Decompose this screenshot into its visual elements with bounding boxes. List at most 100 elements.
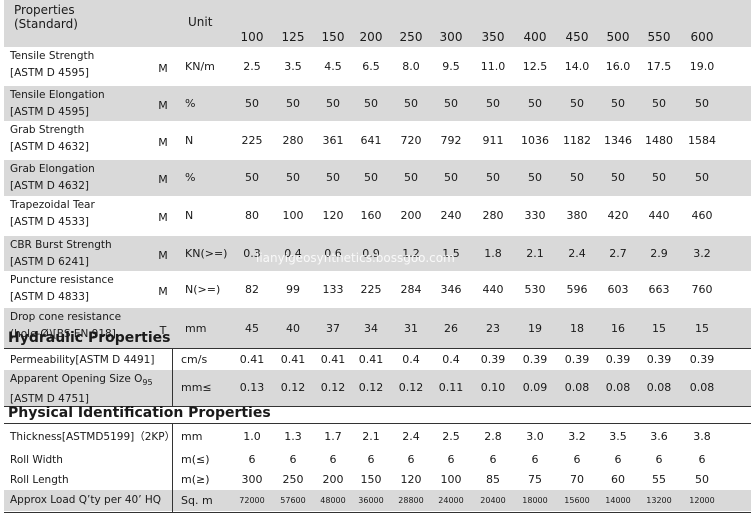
- value-cell: 26: [444, 322, 458, 335]
- value-cell: 1.2: [402, 247, 420, 260]
- unit-header: Unit: [188, 15, 213, 29]
- value-cell: 440: [648, 209, 670, 222]
- value-cell: 50: [245, 171, 259, 184]
- property-name: Apparent Opening Size O95 [ASTM D 4751]: [10, 373, 153, 406]
- value-cell: 3.2: [568, 430, 586, 443]
- value-cell: 50: [528, 171, 542, 184]
- grade-header: 400: [523, 30, 547, 44]
- table-row: Tensile Elongation [ASTM D 4595] M % 50 5…: [4, 86, 751, 121]
- properties-header: Properties (Standard): [14, 3, 78, 31]
- value-cell: 8.0: [402, 60, 420, 73]
- value-cell: 663: [648, 283, 670, 296]
- value-cell: 17.5: [646, 60, 672, 73]
- value-cell: 3.6: [650, 430, 668, 443]
- value-cell: 2.4: [568, 247, 586, 260]
- value-cell: 50: [286, 171, 300, 184]
- value-cell: 596: [566, 283, 588, 296]
- value-cell: 0.4: [442, 353, 460, 366]
- value-cell: 31: [404, 322, 418, 335]
- value-cell: 280: [482, 209, 504, 222]
- table-row: Apparent Opening Size O95 [ASTM D 4751] m…: [4, 370, 751, 406]
- value-cell: 50: [570, 97, 584, 110]
- unit-cell: KN(>=): [185, 247, 228, 260]
- value-cell: 0.41: [320, 353, 346, 366]
- test-code: M: [158, 249, 168, 262]
- value-cell: 150: [360, 473, 382, 486]
- value-cell: 6: [407, 453, 415, 466]
- property-name: Approx Load Q’ty per 40’ HQ: [10, 494, 162, 506]
- property-name: Trapezoidal Tear [ASTM D 4533]: [10, 199, 95, 228]
- unit-cell: N: [185, 134, 194, 147]
- value-cell: 0.4: [284, 247, 302, 260]
- test-code: M: [158, 211, 168, 224]
- grade-header: 300: [439, 30, 463, 44]
- value-cell: 37: [326, 322, 340, 335]
- unit-cell: m(≤): [181, 453, 210, 466]
- value-cell: 28800: [398, 496, 424, 505]
- value-cell: 50: [652, 171, 666, 184]
- value-cell: 50: [364, 97, 378, 110]
- hydraulic-title: Hydraulic Properties: [8, 330, 171, 346]
- value-cell: 50: [444, 97, 458, 110]
- value-cell: 50: [326, 171, 340, 184]
- value-cell: 361: [322, 134, 344, 147]
- unit-cell: m(≥): [181, 473, 210, 486]
- property-name: Drop cone resistance (hole-Ø)[BS EN 918]: [10, 311, 122, 340]
- value-cell: 2.5: [442, 430, 460, 443]
- value-cell: 120: [400, 473, 422, 486]
- table-row: Roll Length m(≥) 300 250 200 150 120 100 85 75 7…: [4, 470, 751, 490]
- value-cell: 284: [400, 283, 422, 296]
- property-name: Puncture resistance [ASTM D 4833]: [10, 274, 114, 303]
- grade-header: 600: [690, 30, 714, 44]
- value-cell: 48000: [320, 496, 346, 505]
- value-cell: 3.5: [284, 60, 302, 73]
- value-cell: 82: [245, 283, 259, 296]
- value-cell: 1584: [688, 134, 716, 147]
- value-cell: 2.9: [650, 247, 668, 260]
- value-cell: 70: [570, 473, 584, 486]
- value-cell: 24000: [438, 496, 464, 505]
- value-cell: 50: [404, 97, 418, 110]
- value-cell: 2.4: [402, 430, 420, 443]
- value-cell: 99: [286, 283, 300, 296]
- value-cell: 280: [282, 134, 304, 147]
- value-cell: 6: [447, 453, 455, 466]
- value-cell: 160: [360, 209, 382, 222]
- table-row: Trapezoidal Tear [ASTM D 4533] M N 80 100…: [4, 196, 751, 236]
- value-cell: 0.41: [280, 353, 306, 366]
- value-cell: 55: [652, 473, 666, 486]
- value-cell: 6: [698, 453, 706, 466]
- value-cell: 50: [695, 171, 709, 184]
- table-row: Tensile Strength [ASTM D 4595] M KN/m 2.…: [4, 47, 751, 86]
- value-cell: 225: [241, 134, 263, 147]
- value-cell: 36000: [358, 496, 384, 505]
- value-cell: 50: [245, 97, 259, 110]
- value-cell: 792: [440, 134, 462, 147]
- value-cell: 100: [282, 209, 304, 222]
- table-row: Roll Width m(≤) 6 6 6 6 6 6 6 6 6 6 6 6: [4, 450, 751, 470]
- value-cell: 1.5: [442, 247, 460, 260]
- value-cell: 50: [570, 171, 584, 184]
- value-cell: 120: [322, 209, 344, 222]
- table-row: Approx Load Q’ty per 40’ HQ Sq. m 72000 5…: [4, 490, 751, 511]
- value-cell: 2.7: [609, 247, 627, 260]
- value-cell: 0.41: [239, 353, 265, 366]
- value-cell: 6: [329, 453, 337, 466]
- value-cell: 50: [528, 97, 542, 110]
- grade-header: 350: [481, 30, 505, 44]
- value-cell: 16.0: [605, 60, 631, 73]
- value-cell: 50: [326, 97, 340, 110]
- value-cell: 0.12: [398, 381, 424, 394]
- property-name: Tensile Elongation [ASTM D 4595]: [10, 89, 105, 118]
- value-cell: 16: [611, 322, 625, 335]
- value-cell: 50: [695, 473, 709, 486]
- grade-header: 550: [647, 30, 671, 44]
- value-cell: 6: [248, 453, 256, 466]
- value-cell: 18: [570, 322, 584, 335]
- value-cell: 6: [614, 453, 622, 466]
- value-cell: 0.12: [320, 381, 346, 394]
- value-cell: 300: [241, 473, 263, 486]
- value-cell: 2.1: [362, 430, 380, 443]
- value-cell: 6: [573, 453, 581, 466]
